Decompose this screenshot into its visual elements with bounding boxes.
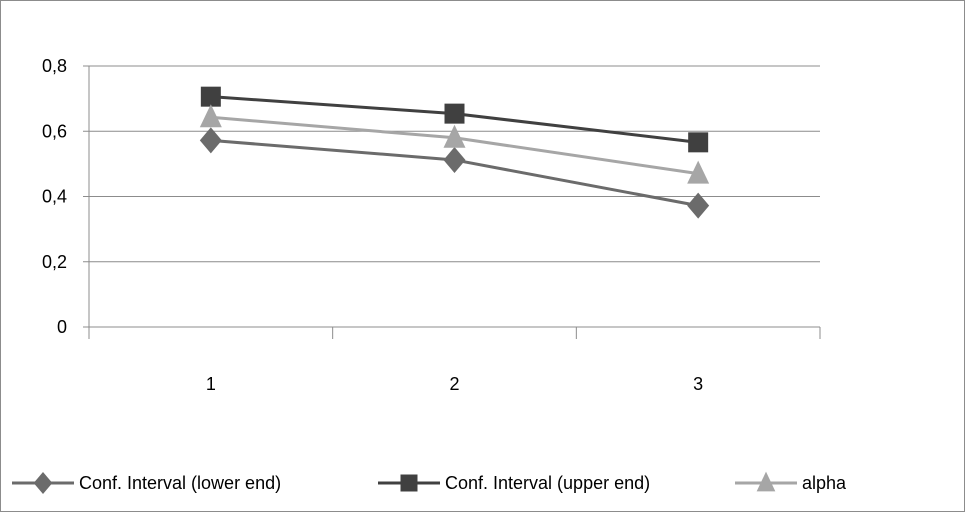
x-tick-label: 2: [449, 374, 459, 394]
legend-label: Conf. Interval (lower end): [79, 473, 281, 493]
square-marker: [444, 103, 465, 124]
legend: Conf. Interval (lower end) Conf. Interval…: [12, 471, 847, 495]
diamond-marker: [199, 127, 222, 154]
y-tick-label: 0: [57, 317, 67, 337]
diamond-marker: [33, 471, 53, 495]
series-1: [200, 86, 709, 153]
series-2: [199, 104, 710, 184]
square-marker: [400, 474, 418, 492]
triangle-marker: [443, 124, 466, 148]
y-tick-label: 0,2: [42, 252, 67, 272]
legend-entry: alpha: [735, 471, 847, 493]
x-tick-label: 1: [206, 374, 216, 394]
triangle-marker: [199, 104, 222, 128]
triangle-marker: [756, 471, 776, 492]
axes: 0 0,2 0,4 0,6 0,8 1 2 3: [42, 56, 821, 394]
square-marker: [688, 132, 709, 153]
y-tick-label: 0,4: [42, 187, 67, 207]
series: [199, 86, 710, 219]
triangle-marker: [687, 160, 710, 184]
y-tick-label: 0,6: [42, 121, 67, 141]
legend-entry: Conf. Interval (upper end): [378, 473, 650, 493]
legend-label: Conf. Interval (upper end): [445, 473, 650, 493]
legend-label: alpha: [802, 473, 847, 493]
x-tick-label: 3: [693, 374, 703, 394]
square-marker: [200, 86, 221, 107]
diamond-marker: [443, 146, 466, 173]
y-tick-label: 0,8: [42, 56, 67, 76]
series-0: [199, 127, 710, 219]
legend-entry: Conf. Interval (lower end): [12, 471, 281, 495]
diamond-marker: [687, 192, 710, 219]
